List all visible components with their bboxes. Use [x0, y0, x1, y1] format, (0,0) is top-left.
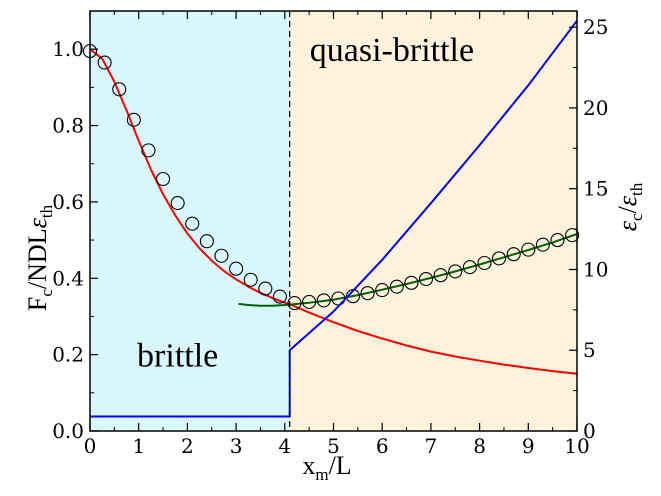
y-left-tick-label-1: 0.2 — [52, 343, 84, 367]
series-2-point-26 — [462, 260, 477, 275]
series-2-point-20 — [375, 283, 390, 298]
x-tick-label-0: 0 — [84, 434, 97, 458]
region-label-brittle: brittle — [137, 338, 218, 375]
y-left-tick-label-3: 0.6 — [52, 190, 84, 214]
y-right-tick-label-4: 20 — [583, 96, 608, 120]
x-tick-label-4: 4 — [278, 434, 291, 458]
y-right-tick-label-2: 10 — [583, 257, 608, 281]
y-axis-title-left: Fc/NDLεth — [23, 204, 56, 311]
x-tick-label-5: 5 — [327, 434, 340, 458]
series-2-point-32 — [550, 233, 565, 248]
series-2-point-3 — [126, 112, 141, 127]
series-2-point-29 — [506, 247, 521, 262]
series-2-point-15 — [302, 294, 317, 309]
tick-labels: 0 1 2 3 4 5 6 7 8 9 10 0.0 0.2 0.4 0.6 0.8 1.0 0 5 10 15 20 25 — [52, 15, 608, 458]
x-axis-title: xm/L — [302, 451, 351, 484]
series-2-point-19 — [360, 286, 375, 301]
series-2-point-21 — [389, 279, 404, 294]
region-0-background — [90, 11, 290, 431]
series-2-point-28 — [492, 251, 507, 266]
series-2-point-13 — [272, 289, 287, 304]
y-left-tick-label-5: 1.0 — [52, 37, 84, 61]
x-tick-label-1: 1 — [132, 434, 145, 458]
y-axis-title-right: εc/εth — [613, 182, 646, 231]
series-layer — [82, 20, 580, 418]
x-tick-label-2: 2 — [181, 434, 194, 458]
series-2-point-4 — [141, 143, 156, 158]
x-tick-label-8: 8 — [473, 434, 486, 458]
y-right-tick-label-1: 5 — [583, 338, 596, 362]
axis-ticks — [89, 10, 578, 432]
series-2-point-9 — [214, 248, 229, 263]
series-2-point-14 — [287, 296, 302, 311]
series-2-point-1 — [97, 55, 112, 70]
series-2-point-10 — [229, 261, 244, 276]
x-tick-label-7: 7 — [425, 434, 438, 458]
x-tick-label-10: 10 — [564, 434, 589, 458]
x-tick-label-9: 9 — [522, 434, 535, 458]
series-2-point-2 — [112, 82, 127, 97]
y-left-tick-label-0: 0.0 — [52, 419, 84, 443]
series-2-point-6 — [170, 196, 185, 211]
y-right-tick-label-0: 0 — [583, 419, 596, 443]
series-3-line — [90, 20, 578, 418]
x-tick-label-3: 3 — [230, 434, 243, 458]
series-2-point-8 — [199, 234, 214, 249]
x-tick-label-6: 6 — [376, 434, 389, 458]
series-2-point-7 — [185, 216, 200, 231]
series-2-point-24 — [433, 268, 448, 283]
series-2-point-31 — [535, 237, 550, 252]
series-2-point-11 — [243, 272, 258, 287]
y-left-tick-label-4: 0.8 — [52, 114, 84, 138]
series-2-point-12 — [258, 281, 273, 296]
series-2-point-30 — [521, 242, 536, 257]
y-right-tick-label-5: 25 — [583, 15, 608, 39]
y-left-tick-label-2: 0.4 — [52, 266, 84, 290]
series-2-point-16 — [316, 293, 331, 308]
region-1-background — [289, 11, 577, 431]
series-2-point-5 — [156, 171, 171, 187]
series-2-point-25 — [448, 264, 463, 279]
series-2-point-33 — [565, 228, 580, 243]
y-right-tick-label-3: 15 — [583, 177, 608, 201]
series-2-point-27 — [477, 255, 492, 271]
series-2-point-22 — [404, 275, 419, 290]
region-label-quasi-brittle: quasi-brittle — [310, 32, 474, 69]
regions — [90, 11, 577, 431]
series-2-point-23 — [418, 271, 434, 287]
